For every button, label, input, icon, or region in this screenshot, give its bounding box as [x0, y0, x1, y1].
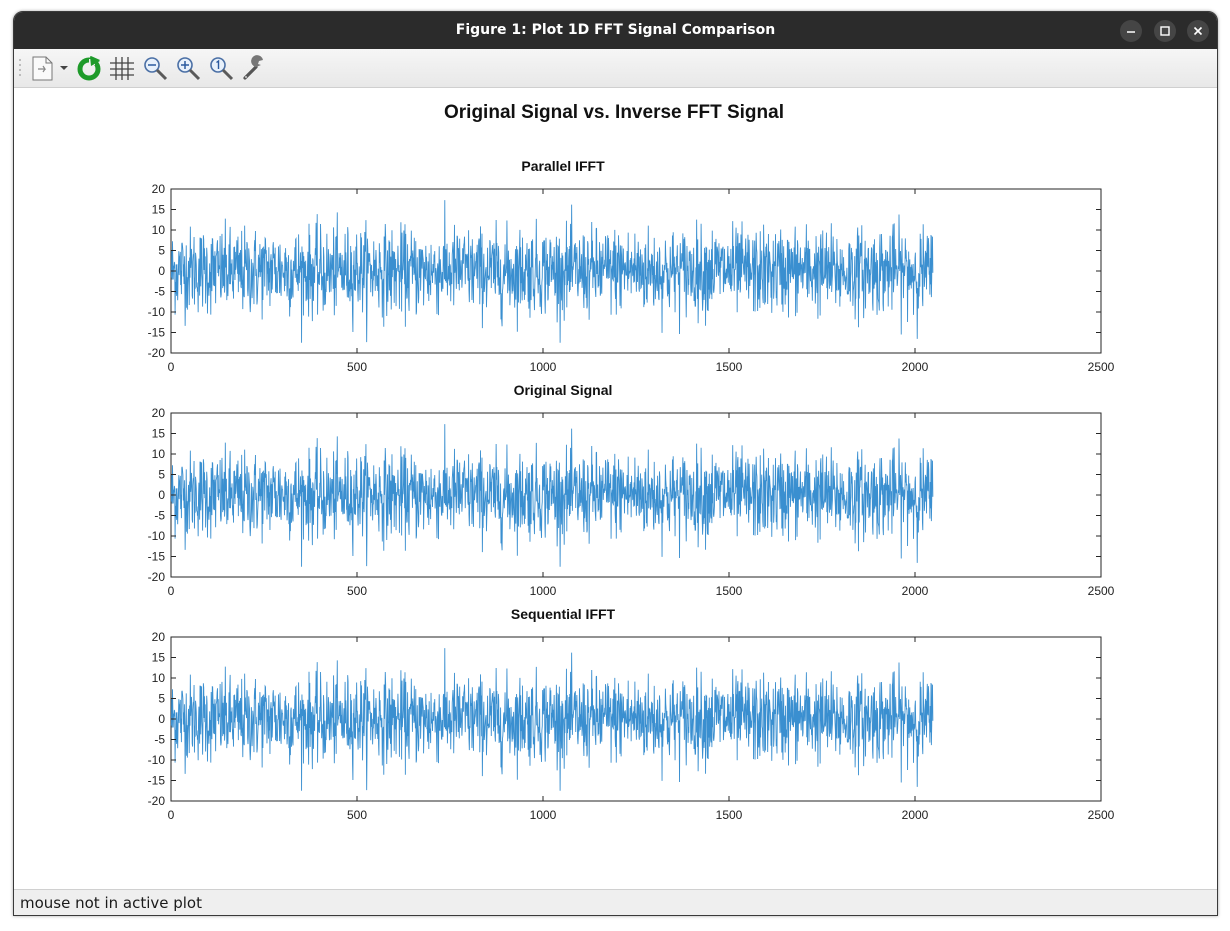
- y-tick-label: -20: [148, 570, 166, 584]
- y-tick-label: -5: [154, 733, 165, 747]
- x-tick-label: 1000: [530, 808, 557, 822]
- signal-line-2: [170, 424, 934, 567]
- x-tick-label: 1500: [716, 808, 743, 822]
- y-tick-label: 0: [158, 488, 165, 502]
- y-tick-label: -10: [148, 305, 166, 319]
- status-bar: mouse not in active plot: [14, 889, 1217, 915]
- y-tick-label: 0: [158, 264, 165, 278]
- figure-title: Original Signal vs. Inverse FFT Signal: [444, 102, 784, 123]
- dropdown-arrow-icon: [60, 66, 68, 70]
- minimize-icon: [1127, 31, 1135, 33]
- y-tick-label: -15: [148, 550, 166, 564]
- y-tick-label: 15: [152, 427, 166, 441]
- x-tick-label: 0: [168, 360, 175, 374]
- plot-canvas: Original Signal vs. Inverse FFT Signal Pa…: [148, 102, 1115, 822]
- x-tick-label: 0: [168, 584, 175, 598]
- close-button[interactable]: [1187, 20, 1209, 42]
- title-bar: Figure 1: Plot 1D FFT Signal Comparison: [14, 12, 1217, 49]
- x-tick-label: 500: [347, 360, 367, 374]
- zoom-out-button[interactable]: [140, 53, 170, 83]
- y-tick-label: -5: [154, 509, 165, 523]
- plot-area[interactable]: Original Signal vs. Inverse FFT Signal Pa…: [14, 88, 1217, 888]
- y-tick-label: -15: [148, 326, 166, 340]
- x-tick-label: 2000: [902, 360, 929, 374]
- y-tick-label: 10: [152, 671, 166, 685]
- axes-title-3: Sequential IFFT: [511, 606, 616, 622]
- grid-toggle-button[interactable]: [107, 53, 137, 83]
- x-tick-label: 2500: [1088, 360, 1115, 374]
- x-tick-label: 1500: [716, 360, 743, 374]
- figure-window: Figure 1: Plot 1D FFT Signal Comparison: [13, 11, 1218, 916]
- zoom-reset-icon: [210, 57, 234, 81]
- maximize-icon: [1160, 26, 1170, 36]
- y-tick-label: -15: [148, 774, 166, 788]
- y-tick-label: -10: [148, 529, 166, 543]
- signal-line-3: [170, 648, 934, 791]
- zoom-out-icon: [144, 57, 168, 81]
- x-tick-label: 1000: [530, 584, 557, 598]
- signal-line-1: [170, 200, 934, 343]
- y-tick-label: -10: [148, 753, 166, 767]
- axes-title-1: Parallel IFFT: [521, 158, 605, 174]
- y-tick-label: -5: [154, 285, 165, 299]
- axes-title-2: Original Signal: [514, 382, 613, 398]
- y-tick-label: 5: [158, 244, 165, 258]
- refresh-icon: [77, 56, 101, 81]
- refresh-button[interactable]: [74, 53, 104, 83]
- y-tick-label: 5: [158, 692, 165, 706]
- y-tick-label: 20: [152, 406, 166, 420]
- window-title: Figure 1: Plot 1D FFT Signal Comparison: [455, 22, 776, 38]
- y-tick-label: 0: [158, 712, 165, 726]
- properties-button[interactable]: [239, 53, 269, 83]
- x-tick-label: 2500: [1088, 808, 1115, 822]
- figure-toolbar: [14, 49, 1217, 88]
- zoom-reset-button[interactable]: [206, 53, 236, 83]
- wrench-icon: [243, 55, 263, 80]
- y-tick-label: 10: [152, 447, 166, 461]
- x-tick-label: 1000: [530, 360, 557, 374]
- x-tick-label: 500: [347, 808, 367, 822]
- maximize-button[interactable]: [1154, 20, 1176, 42]
- x-tick-label: 2500: [1088, 584, 1115, 598]
- minimize-button[interactable]: [1120, 20, 1142, 42]
- new-figure-button[interactable]: [28, 53, 58, 83]
- x-tick-label: 1500: [716, 584, 743, 598]
- y-tick-label: 15: [152, 651, 166, 665]
- toolbar-grip-icon: [19, 59, 21, 76]
- y-tick-label: 20: [152, 630, 166, 644]
- grid-icon: [110, 57, 134, 80]
- status-text: mouse not in active plot: [20, 894, 202, 912]
- y-tick-label: -20: [148, 794, 166, 808]
- x-tick-label: 2000: [902, 584, 929, 598]
- y-tick-label: 20: [152, 182, 166, 196]
- zoom-in-button[interactable]: [173, 53, 203, 83]
- y-tick-label: 10: [152, 223, 166, 237]
- y-tick-label: 5: [158, 468, 165, 482]
- x-tick-label: 500: [347, 584, 367, 598]
- close-icon: [1193, 26, 1203, 36]
- y-tick-label: -20: [148, 346, 166, 360]
- zoom-in-icon: [177, 57, 201, 81]
- x-tick-label: 0: [168, 808, 175, 822]
- y-tick-label: 15: [152, 203, 166, 217]
- x-tick-label: 2000: [902, 808, 929, 822]
- new-figure-icon: [32, 56, 53, 81]
- new-figure-dropdown[interactable]: [58, 53, 70, 83]
